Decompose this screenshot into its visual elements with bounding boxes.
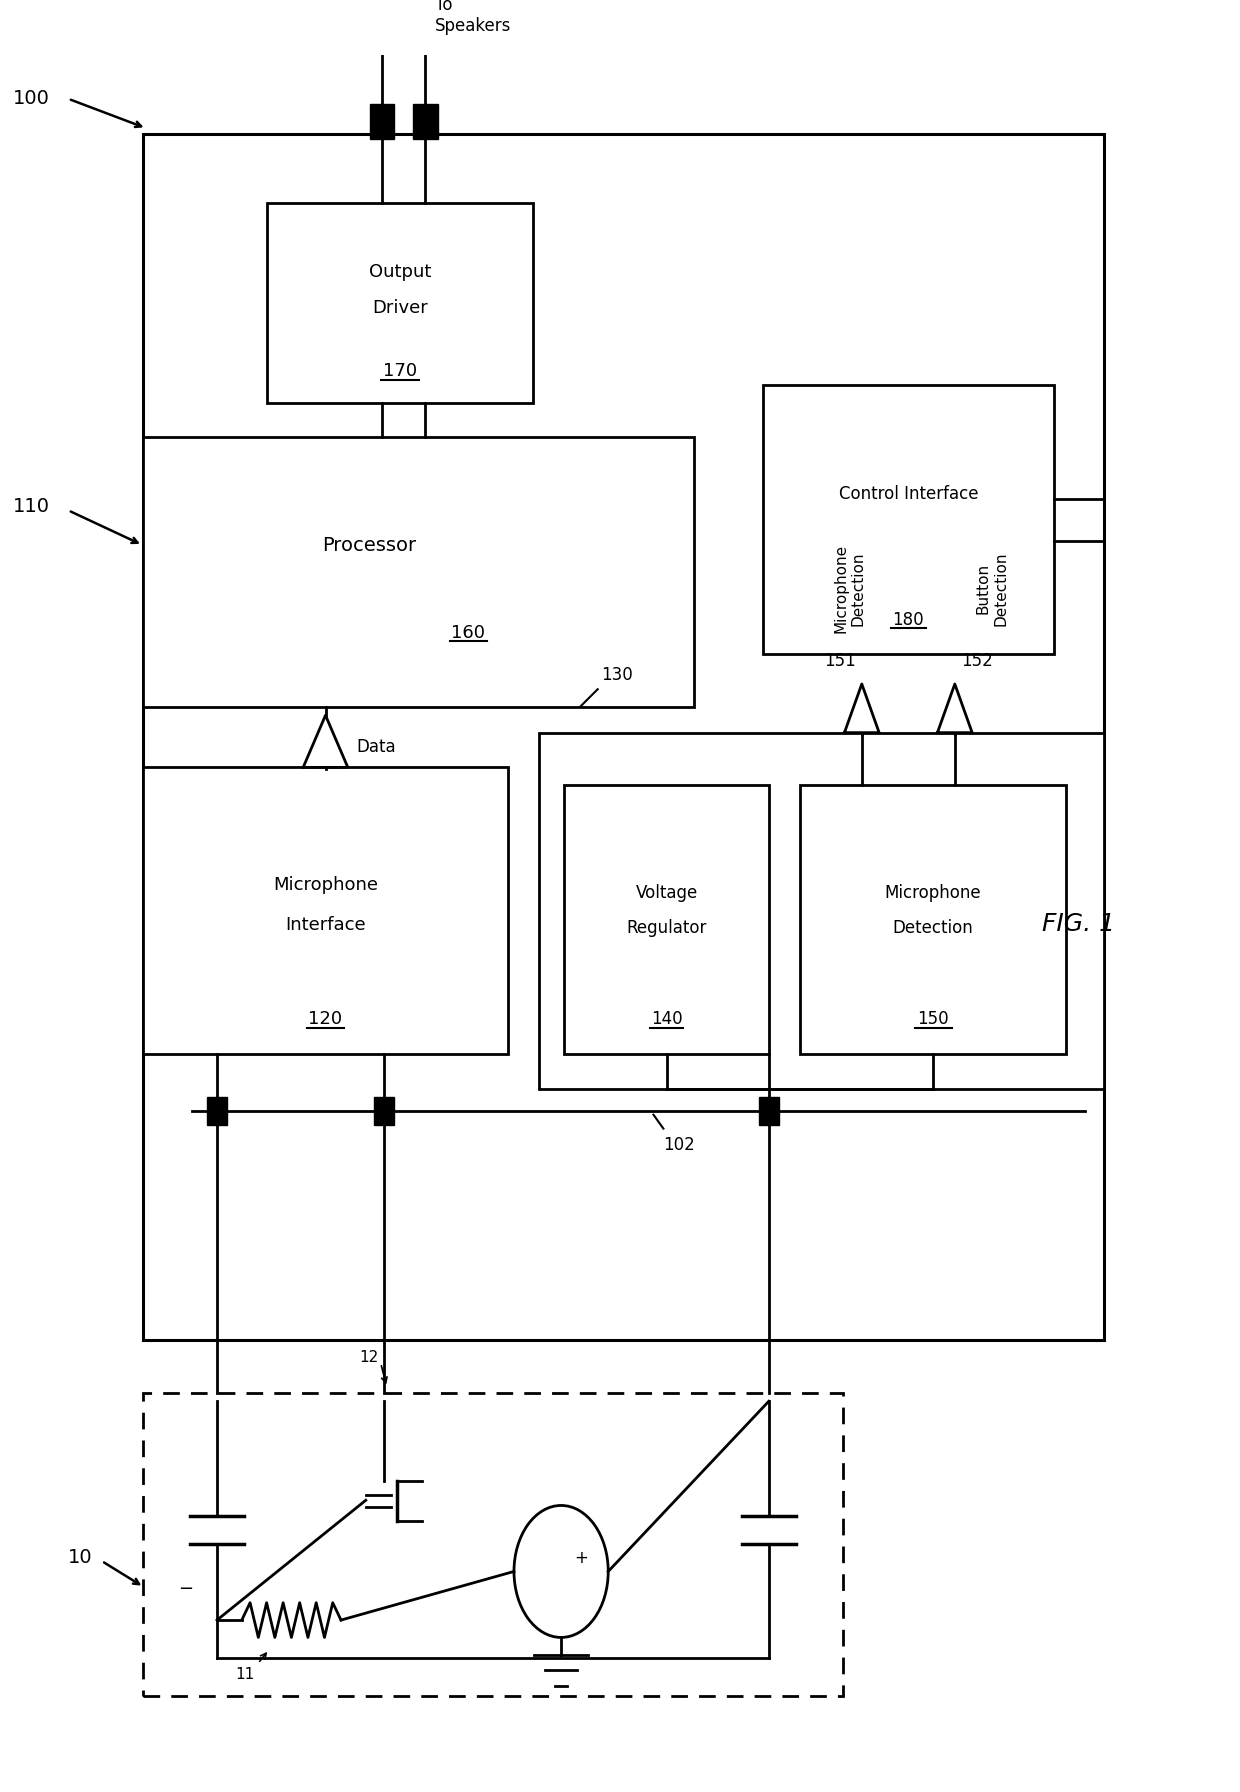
Text: 170: 170 [383, 362, 417, 380]
Text: Button
Detection: Button Detection [976, 552, 1008, 625]
Text: Regulator: Regulator [626, 919, 707, 937]
Text: 12: 12 [358, 1351, 378, 1366]
Text: 102: 102 [663, 1136, 696, 1154]
Text: 180: 180 [893, 611, 924, 629]
Polygon shape [937, 685, 972, 733]
Text: Processor: Processor [322, 536, 415, 556]
Text: Microphone: Microphone [273, 876, 378, 894]
Text: 152: 152 [961, 652, 993, 670]
Text: To
Speakers: To Speakers [435, 0, 511, 34]
Text: 11: 11 [234, 1667, 254, 1683]
Text: Detection: Detection [893, 919, 973, 937]
Text: Data: Data [357, 738, 396, 756]
Text: −: − [179, 1581, 193, 1598]
Bar [143, 437, 694, 706]
Text: FIG. 1: FIG. 1 [1043, 912, 1115, 935]
Bar [267, 202, 533, 403]
Bar [763, 385, 1054, 654]
Text: +: + [574, 1548, 588, 1566]
Text: 100: 100 [12, 90, 50, 108]
Text: 150: 150 [918, 1011, 949, 1029]
Text: Microphone
Detection: Microphone Detection [833, 545, 866, 633]
Text: 120: 120 [309, 1011, 342, 1029]
Bar [413, 104, 438, 138]
Text: 151: 151 [823, 652, 856, 670]
Text: 160: 160 [451, 624, 485, 642]
Text: 110: 110 [12, 498, 50, 516]
Polygon shape [844, 685, 879, 733]
Bar [539, 733, 1104, 1090]
Text: 140: 140 [651, 1011, 682, 1029]
Text: Microphone: Microphone [885, 883, 981, 903]
Bar [143, 767, 508, 1054]
Text: Output: Output [368, 263, 432, 281]
Bar [374, 1097, 394, 1125]
Text: Control Interface: Control Interface [838, 486, 978, 504]
Text: Driver: Driver [372, 299, 428, 317]
Bar [759, 1097, 779, 1125]
Bar [207, 1097, 227, 1125]
Text: 130: 130 [601, 667, 634, 685]
Bar [143, 134, 1104, 1340]
Text: Voltage: Voltage [635, 883, 698, 903]
Text: 10: 10 [68, 1548, 93, 1566]
Bar [143, 1392, 843, 1697]
Bar [564, 785, 769, 1054]
Polygon shape [303, 715, 347, 767]
Bar [800, 785, 1066, 1054]
Text: Interface: Interface [285, 916, 366, 934]
Bar [370, 104, 394, 138]
